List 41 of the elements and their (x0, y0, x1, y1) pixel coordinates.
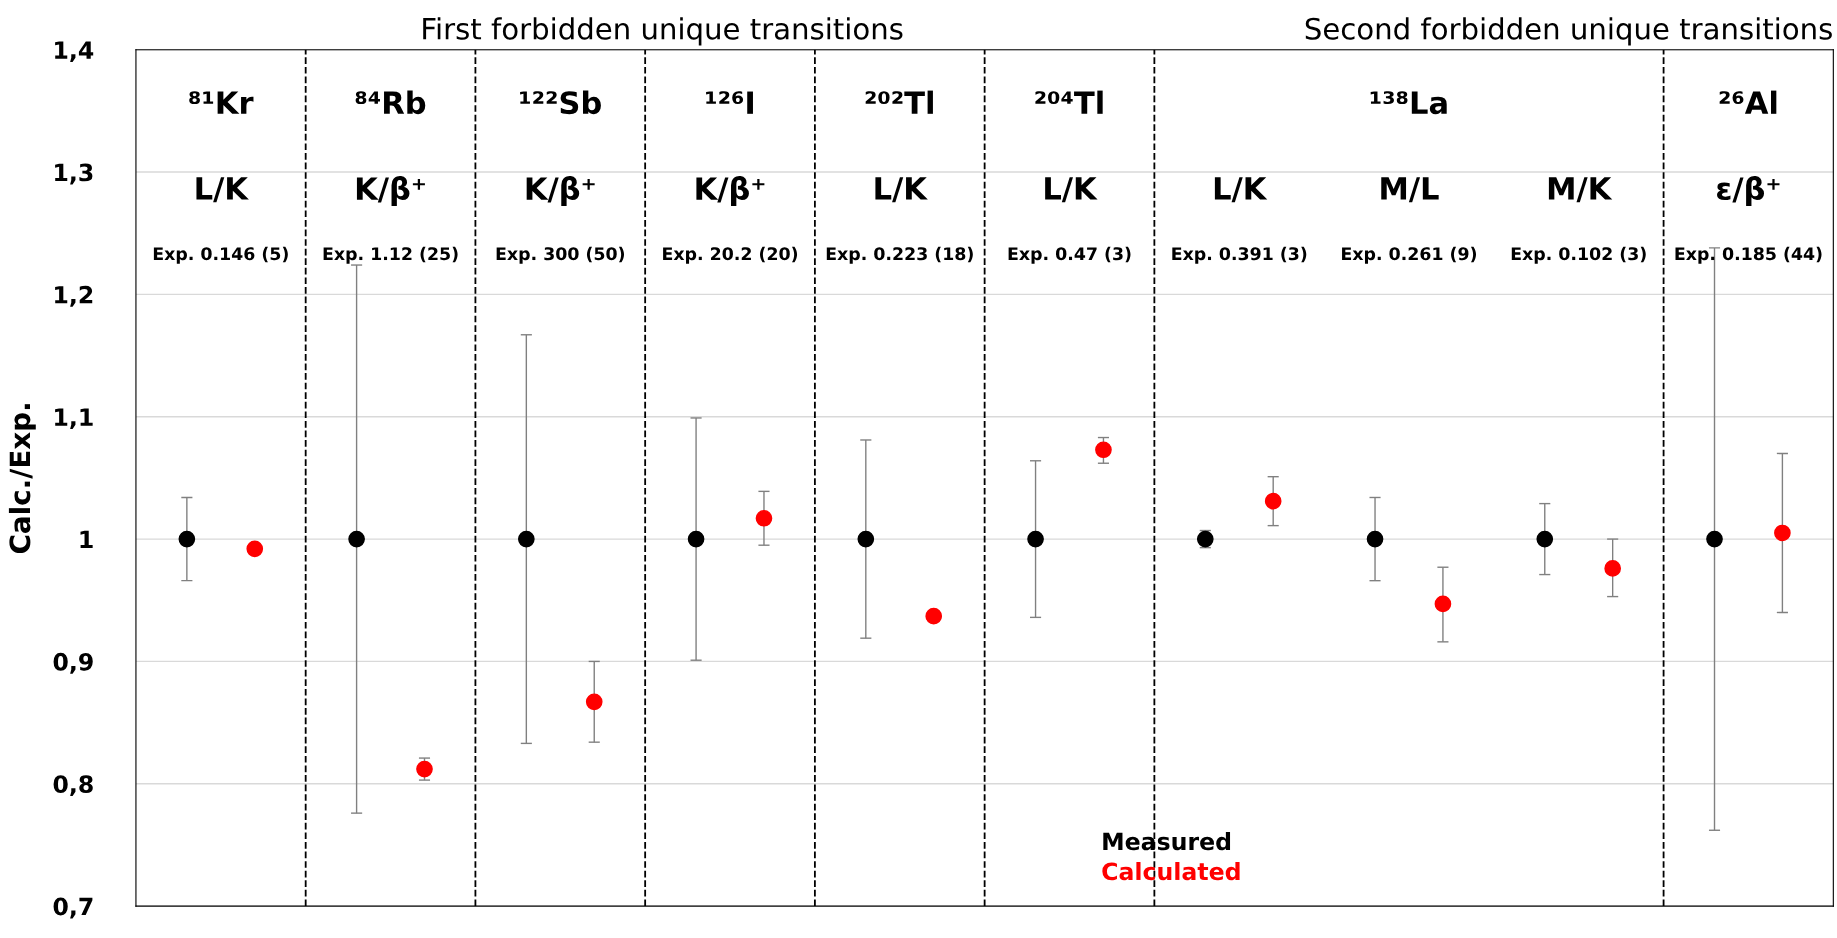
annotation: ¹²²Sb (520, 90, 601, 115)
annotation: Exp. 0.223 (18) (826, 246, 973, 264)
x-tick-label: K/β⁺ (356, 176, 425, 207)
y-tick-label: 1,4 (55, 41, 94, 63)
annotation: ¹²⁶I (706, 91, 753, 114)
x-tick-label: L/K (196, 177, 249, 203)
annotation: Exp. 0.261 (9) (1342, 246, 1477, 264)
annotation: ¹³⁸La (1370, 91, 1447, 115)
annotation: Exp. 1.12 (25) (323, 246, 458, 264)
y-axis-title: Calc./Exp. (8, 404, 36, 554)
x-tick-label: K/β⁺ (526, 176, 595, 207)
x-tick-label: ε/β⁺ (1717, 176, 1780, 207)
annotation: ²⁰²Tl (865, 90, 933, 114)
annotation: Exp. 0.47 (3) (1008, 246, 1131, 264)
annotation: ²⁶Al (1719, 90, 1777, 114)
text: Measured (1103, 832, 1231, 851)
annotation: Exp. 20.2 (20) (663, 246, 798, 264)
annotation: Exp. 300 (50) (496, 246, 625, 264)
y-tick-label: 1,1 (55, 408, 93, 430)
y-tick-label: 1,2 (55, 285, 93, 307)
x-tick-label: L/K (1045, 177, 1098, 203)
y-tick-label: 0,7 (53, 897, 93, 919)
annotation: Exp. 0.102 (3) (1511, 246, 1646, 264)
annotation: Exp. 0.185 (44) (1675, 246, 1822, 264)
x-tick-label: L/K (1214, 177, 1268, 203)
x-tick-label: K/β⁺ (696, 176, 765, 207)
annotation: ²⁰⁴Tl (1035, 90, 1103, 114)
text: First forbidden unique transitions (423, 17, 903, 46)
annotation: Exp. 0.391 (3) (1172, 246, 1307, 264)
y-tick-label: 0,8 (53, 775, 93, 797)
annotation: ⁸¹Kr (189, 91, 254, 114)
annotation: ⁸⁴Rb (355, 90, 426, 115)
text: Second forbidden unique transitions (1305, 17, 1832, 46)
x-tick-label: L/K (875, 177, 928, 203)
x-tick-label: M/K (1548, 177, 1613, 203)
y-tick-label: 0,9 (53, 652, 93, 674)
text: Calculated (1102, 862, 1240, 881)
y-tick-label: 1 (80, 530, 93, 549)
y-tick-label: 1,3 (55, 163, 93, 185)
x-tick-label: M/L (1381, 177, 1439, 203)
annotation: Exp. 0.146 (5) (153, 246, 288, 264)
